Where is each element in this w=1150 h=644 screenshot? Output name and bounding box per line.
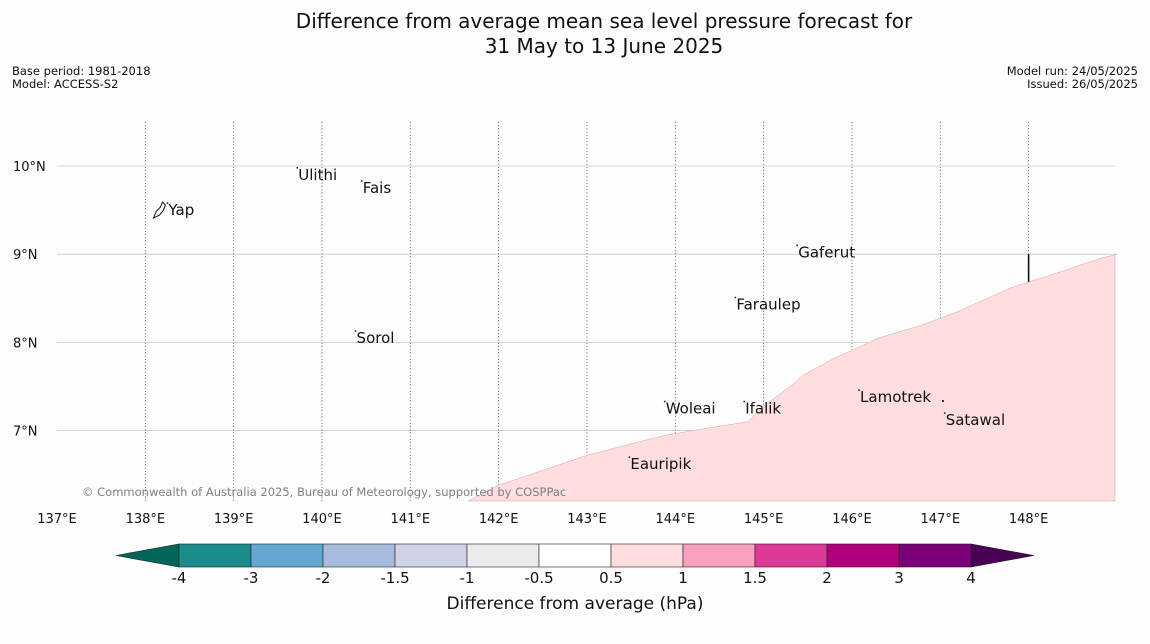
place-marker	[296, 166, 299, 169]
place-label: Fais	[363, 179, 392, 197]
map-title: Difference from average mean sea level p…	[0, 9, 1150, 59]
place-lamotrek: Lamotrek	[858, 388, 931, 406]
place-label: Yap	[167, 201, 194, 219]
colorbar-segment	[250, 543, 324, 568]
colorbar-tick-label: -1.5	[380, 569, 409, 587]
lat-tick-label: 9°N	[13, 248, 38, 263]
place-marker	[663, 400, 666, 403]
meta-left: Base period: 1981-2018 Model: ACCESS-S2	[12, 65, 151, 91]
lat-tick-label: 7°N	[13, 425, 38, 440]
place-marker	[858, 389, 860, 391]
place-marker	[743, 400, 746, 403]
place-eauripik: Eauripik	[628, 455, 692, 473]
yap-island-shape	[152, 201, 167, 220]
place-label: Faraulep	[736, 295, 800, 313]
colorbar-segment	[754, 543, 828, 568]
colorbar-tick-label: 1	[678, 569, 688, 587]
colorbar-segment	[394, 543, 468, 568]
place-marker	[166, 202, 169, 205]
lon-tick-label: 148°E	[1009, 512, 1049, 527]
place-label: Woleai	[666, 400, 716, 418]
lon-tick-label: 137°E	[37, 512, 77, 527]
place-label: Gaferut	[798, 243, 855, 261]
title-line-2: 31 May to 13 June 2025	[484, 34, 724, 58]
lon-tick-label: 140°E	[302, 512, 342, 527]
place-label: Eauripik	[630, 455, 691, 473]
lon-tick-label: 146°E	[832, 512, 872, 527]
lon-tick-label: 144°E	[656, 512, 696, 527]
place-ulithi: Ulithi	[296, 166, 337, 184]
place-woleai: Woleai	[663, 400, 716, 418]
colorbar-low-extend	[115, 543, 180, 568]
lon-tick-label: 138°E	[126, 512, 166, 527]
model-name: Model: ACCESS-S2	[12, 77, 119, 91]
colorbar-high-extend	[970, 543, 1035, 568]
colorbar-segment	[826, 543, 900, 568]
place-marker	[354, 330, 357, 332]
colorbar-segment	[178, 543, 252, 568]
place-marker	[734, 296, 737, 299]
place-yap: Yap	[166, 201, 194, 219]
lon-tick-label: 145°E	[744, 512, 784, 527]
lat-tick-label: 10°N	[13, 160, 46, 175]
place-label: Satawal	[946, 411, 1005, 429]
colorbar-tick-label: -2	[316, 569, 331, 587]
colorbar-tick-label: 2	[822, 569, 832, 587]
place-marker	[360, 180, 363, 182]
place-sorol: Sorol	[354, 329, 395, 347]
colorbar-tick-label: -4	[172, 569, 187, 587]
colorbar-segment	[538, 543, 612, 568]
place-label: Sorol	[357, 329, 395, 347]
place-satawal: Satawal	[943, 411, 1005, 429]
anomaly-region-0.5-to-1	[467, 253, 1118, 502]
place-label: Ifalik	[745, 400, 781, 418]
lon-tick-label: 142°E	[479, 512, 519, 527]
meta-right: Model run: 24/05/2025 Issued: 26/05/2025	[1007, 65, 1138, 91]
island-dot	[941, 399, 945, 403]
colorbar-tick-label: 3	[894, 569, 904, 587]
colorbar-tick-label: 0.5	[599, 569, 623, 587]
colorbar-segment	[898, 543, 972, 568]
lat-tick-label: 8°N	[13, 336, 38, 351]
colorbar-tick-label: 4	[966, 569, 976, 587]
map-axes: 137°E 138°E 139°E 140°E 141°E 142°E 143°E 144°E…	[13, 160, 1048, 527]
place-marker	[943, 412, 946, 414]
lon-tick-label: 141°E	[391, 512, 431, 527]
place-fais: Fais	[360, 179, 392, 197]
colorbar-label: Difference from average (hPa)	[446, 594, 704, 614]
base-period: Base period: 1981-2018	[12, 64, 151, 78]
colorbar-segment	[682, 543, 756, 568]
place-faraulep: Faraulep	[734, 295, 801, 313]
issued-date: Issued: 26/05/2025	[1027, 77, 1138, 91]
colorbar-tick-label: 1.5	[743, 569, 767, 587]
colorbar-segment	[610, 543, 684, 568]
lon-tick-label: 143°E	[567, 512, 607, 527]
anomaly-shading	[467, 253, 1118, 502]
colorbar-tick-label: -0.5	[524, 569, 553, 587]
copyright-notice: © Commonwealth of Australia 2025, Bureau…	[82, 485, 566, 499]
colorbar-tick-label: -1	[460, 569, 475, 587]
place-marker	[796, 244, 799, 247]
title-line-1: Difference from average mean sea level p…	[295, 9, 913, 33]
lon-tick-label: 139°E	[214, 512, 254, 527]
model-run: Model run: 24/05/2025	[1006, 64, 1138, 78]
place-label: Ulithi	[298, 166, 337, 184]
colorbar: -4 -3 -2 -1.5 -1 -0.5 0.5 1 1.5 2 3 4	[115, 543, 1035, 587]
lon-tick-label: 147°E	[921, 512, 961, 527]
colorbar-tick-label: -3	[244, 569, 259, 587]
colorbar-segment	[466, 543, 540, 568]
colorbar-segment	[322, 543, 396, 568]
place-label: Lamotrek	[860, 388, 931, 406]
place-marker	[628, 456, 631, 459]
place-gaferut: Gaferut	[796, 243, 855, 261]
place-ifalik: Ifalik	[743, 400, 781, 418]
place-labels: Yap Ulithi Fais Gaferut Faraulep Sorol Lamotre…	[152, 166, 1005, 473]
